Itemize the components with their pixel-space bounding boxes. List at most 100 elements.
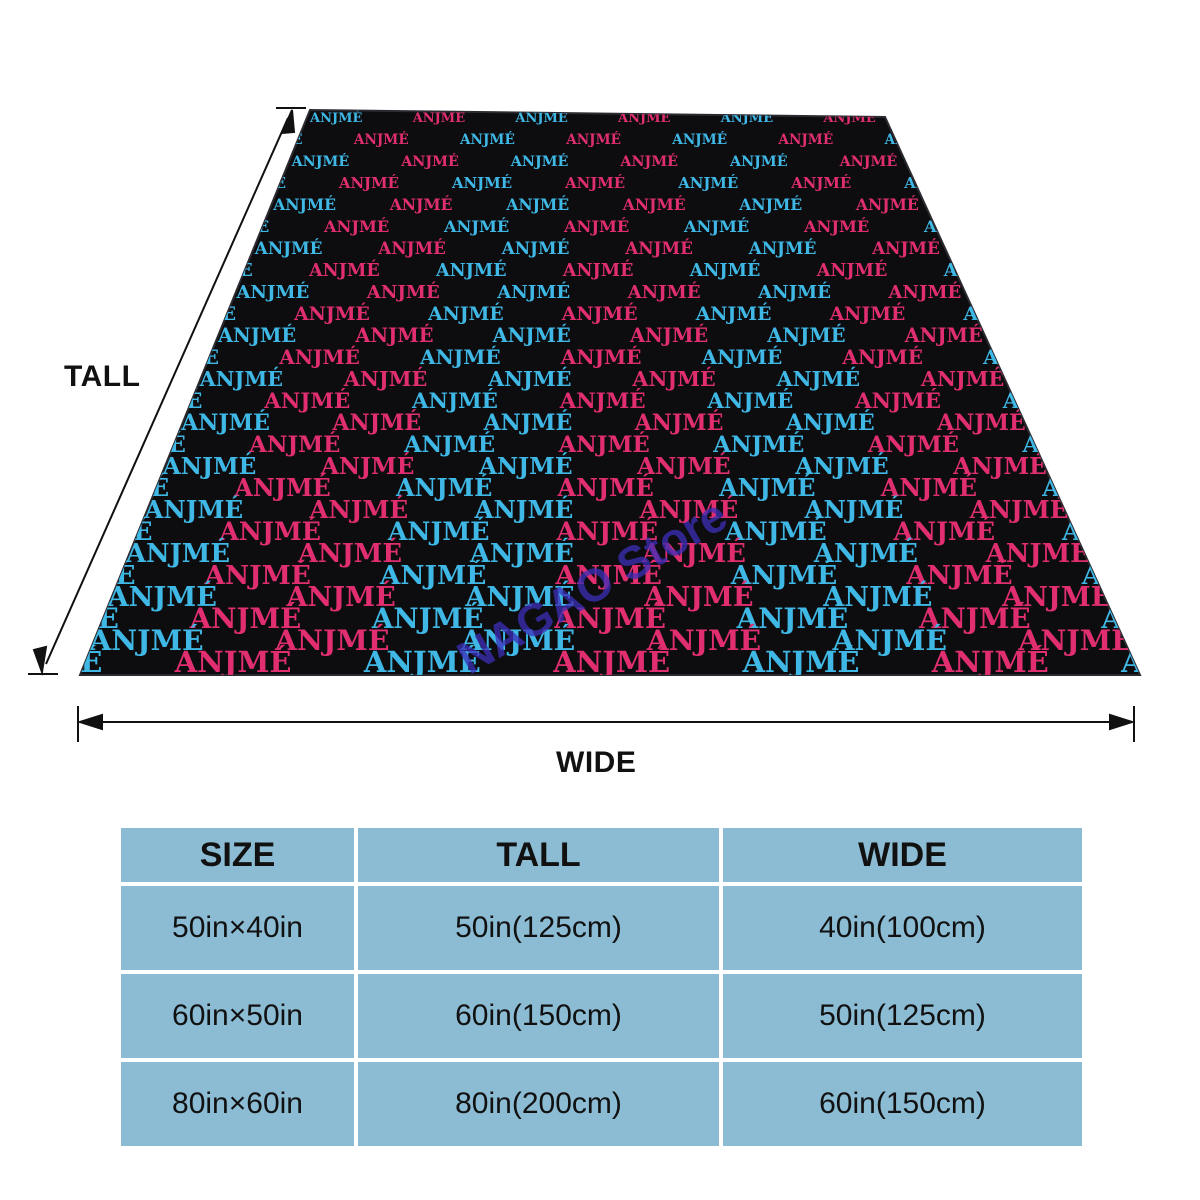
pattern-word: ANJMÉ (199, 367, 283, 391)
pattern-word: ANJMÉ (905, 559, 1012, 591)
pattern-word: ANJMÉ (985, 537, 1090, 569)
pattern-word: ANJMÉ (790, 174, 851, 192)
pattern-word: ANJMÉ (478, 453, 573, 480)
pattern-word: ANJMÉ (822, 110, 876, 126)
pattern-word: ANJMÉ (712, 431, 804, 458)
pattern-word: ANJMÉ (923, 216, 989, 236)
pattern-word: ANJMÉ (293, 302, 370, 325)
pattern-word: ANJMÉ (962, 302, 1039, 325)
pattern-word: ANJMÉ (1096, 302, 1173, 325)
pattern-word: ANJMÉ (1041, 324, 1120, 347)
tall-label: TALL (64, 360, 141, 393)
pattern-word: ANJMÉ (562, 260, 634, 281)
pattern-word: ANJMÉ (554, 559, 661, 591)
pattern-word: ANJMÉ (483, 409, 573, 436)
wide-arrow-right (1109, 713, 1136, 731)
pattern-word: ANJMÉ (559, 389, 646, 414)
pattern-word: ANJMÉ (474, 495, 574, 524)
pattern-word: ANJMÉ (952, 453, 1047, 480)
pattern-word: ANJMÉ (1016, 174, 1077, 192)
pattern-word: ANJMÉ (742, 644, 860, 679)
pattern-word: ANJMÉ (695, 302, 772, 325)
pattern-word: ANJMÉ (855, 195, 919, 214)
pattern-word: ANJMÉ (272, 195, 336, 214)
pattern-word: ANJMÉ (379, 559, 486, 591)
size-cell: 80in×60in (121, 1062, 354, 1146)
pattern-word: ANJMÉ (297, 537, 402, 569)
pattern-word: ANJMÉ (557, 473, 654, 502)
header-wide: WIDE (723, 828, 1082, 882)
size-table: SIZE TALL WIDE 50in×40in 50in(125cm) 40i… (117, 824, 1086, 1150)
pattern-word: ANJMÉ (720, 110, 774, 126)
tall-cell: 60in(150cm) (358, 974, 719, 1058)
pattern-word: ANJMÉ (671, 132, 727, 148)
pattern-word: ANJMÉ (4, 453, 99, 480)
pattern-word: ANJMÉ (982, 345, 1064, 369)
pattern-word: ANJMÉ (918, 602, 1031, 635)
blanket-diagram: ANJMÉ ANJMÉ ANJMÉ ANJMÉ ANJMÉ ANJMÉ ANJMÉ ANJMÉ… (0, 107, 1200, 742)
pattern-word: ANJMÉ (622, 195, 686, 214)
pattern-word: ANJMÉ (617, 110, 671, 126)
pattern-word: ANJMÉ (0, 537, 58, 569)
pattern-word: ANJMÉ (1176, 431, 1200, 458)
pattern-word: ANJMÉ (80, 324, 159, 347)
pattern-word: ANJMÉ (29, 409, 119, 436)
pattern-word: ANJMÉ (552, 644, 670, 679)
pattern-word: ANJMÉ (943, 260, 1015, 281)
pattern-word: ANJMÉ (233, 473, 330, 502)
pattern-word: ANJMÉ (804, 495, 904, 524)
pattern-word: ANJMÉ (854, 389, 941, 414)
pattern-word: ANJMÉ (748, 238, 817, 258)
pattern-word: ANJMÉ (1018, 280, 1092, 303)
pattern-word: ANJMÉ (969, 495, 1069, 524)
pattern-word: ANJMÉ (443, 216, 509, 236)
table-row: 50in×40in 50in(125cm) 40in(100cm) (121, 886, 1082, 970)
pattern-word: ANJMÉ (785, 409, 875, 436)
wide-dimension-line (76, 706, 1136, 742)
pattern-word: ANJMÉ (400, 152, 459, 170)
pattern-word: ANJMÉ (363, 644, 481, 679)
pattern-word: ANJMÉ (156, 195, 220, 214)
pattern-word: ANJMÉ (822, 580, 932, 613)
pattern-word: ANJMÉ (1110, 453, 1200, 480)
pattern-word: ANJMÉ (563, 216, 629, 236)
pattern-word: ANJMÉ (235, 280, 309, 303)
pattern-word: ANJMÉ (683, 216, 749, 236)
pattern-word: ANJMÉ (948, 152, 1007, 170)
pattern-word: ANJMÉ (501, 238, 570, 258)
pattern-word: ANJMÉ (971, 195, 1035, 214)
pattern-word: ANJMÉ (757, 280, 831, 303)
pattern-word: ANJMÉ (931, 644, 1049, 679)
pattern-word: ANJMÉ (643, 580, 753, 613)
pattern-word: ANJMÉ (813, 537, 918, 569)
pattern-word: ANJMÉ (706, 389, 793, 414)
tall-arrow-top (280, 109, 296, 135)
pattern-word: ANJMÉ (206, 110, 260, 126)
pattern-word: ANJMÉ (130, 238, 199, 258)
tall-arrow-bottom (32, 645, 48, 676)
tall-cell: 50in(125cm) (358, 886, 719, 970)
pattern-word: ANJMÉ (936, 409, 1026, 436)
pattern-word: ANJMÉ (1017, 623, 1132, 657)
size-cell: 50in×40in (121, 886, 354, 970)
pattern-word: ANJMÉ (435, 260, 507, 281)
pattern-word: ANJMÉ (829, 302, 906, 325)
pattern-word: ANJMÉ (677, 174, 738, 192)
pattern-word: ANJMÉ (309, 110, 363, 126)
pattern-word: ANJMÉ (278, 345, 360, 369)
pattern-word: ANJMÉ (564, 174, 625, 192)
pattern-word: ANJMÉ (832, 623, 947, 657)
pattern-word: ANJMÉ (0, 623, 18, 657)
pattern-word: ANJMÉ (1150, 389, 1200, 414)
pattern-word: ANJMÉ (689, 260, 761, 281)
pattern-word: ANJMÉ (556, 515, 659, 546)
wide-label: WIDE (556, 746, 637, 779)
pattern-word: ANJMÉ (729, 152, 788, 170)
pattern-word: ANJMÉ (308, 495, 408, 524)
pattern-word: ANJMÉ (776, 367, 860, 391)
wide-cell: 40in(100cm) (723, 886, 1082, 970)
pattern-word: ANJMÉ (636, 453, 731, 480)
pattern-word: ANJMÉ (354, 324, 433, 347)
pattern-word: ANJMÉ (218, 515, 321, 546)
pattern-word: ANJMÉ (558, 431, 650, 458)
